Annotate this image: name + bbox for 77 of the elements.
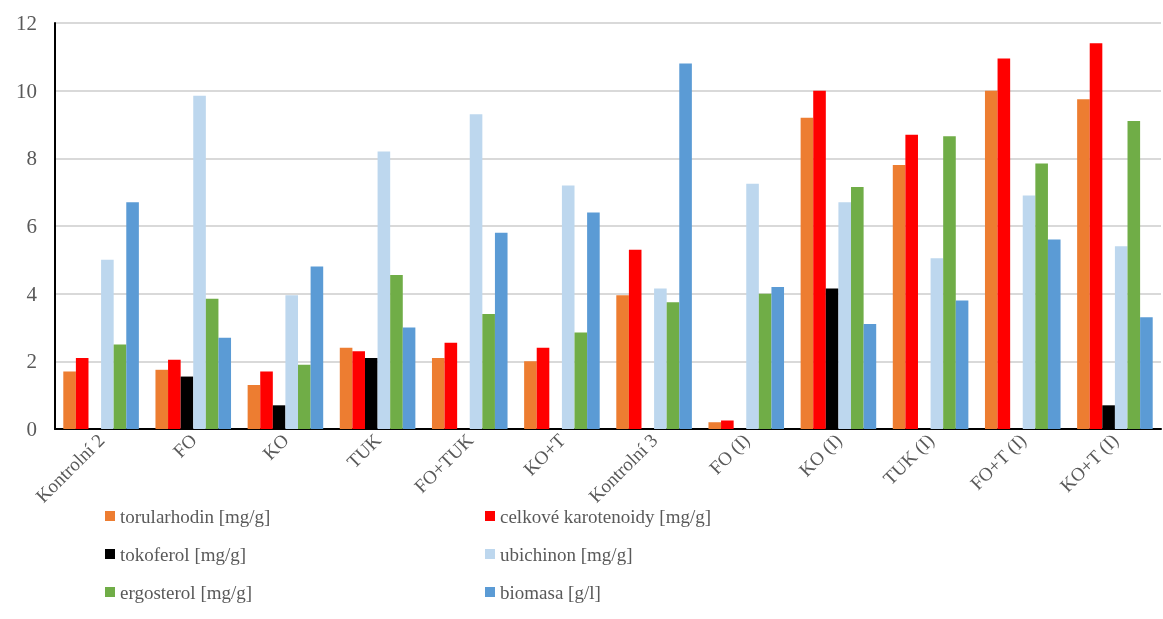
bar <box>285 295 299 429</box>
bar <box>1127 121 1141 429</box>
bar <box>352 351 365 429</box>
bar <box>943 136 956 429</box>
bar <box>666 302 680 429</box>
legend-label: ubichinon [mg/g] <box>500 543 633 565</box>
legend-label: biomasa [g/l] <box>500 581 601 603</box>
bar <box>1077 99 1090 429</box>
bar <box>721 420 734 429</box>
y-tick-label: 0 <box>26 417 37 441</box>
bar <box>758 293 772 429</box>
bar <box>1114 246 1128 429</box>
bar <box>205 298 219 429</box>
bar <box>746 183 759 429</box>
bar <box>708 422 722 429</box>
bar <box>482 313 495 429</box>
bar <box>298 364 311 429</box>
bar <box>536 347 550 429</box>
x-tick-label: KO <box>258 429 293 464</box>
legend-label: tokoferol [mg/g] <box>120 543 247 565</box>
legend-label: torularhodin [mg/g] <box>120 505 271 527</box>
bar <box>1022 195 1036 429</box>
y-tick-label: 2 <box>26 349 37 374</box>
bar <box>813 90 826 429</box>
y-tick-label: 8 <box>26 146 37 171</box>
bar <box>1047 239 1061 429</box>
bar <box>654 288 667 429</box>
bar <box>997 58 1011 429</box>
x-tick-label: FO (I) <box>704 429 755 480</box>
bar <box>444 342 458 429</box>
bar <box>1089 43 1103 429</box>
bar <box>113 344 127 429</box>
bar <box>168 359 181 429</box>
bar <box>247 385 261 429</box>
bar <box>800 117 814 429</box>
bar <box>574 332 588 429</box>
bar <box>628 249 642 429</box>
x-tick-label: FO <box>168 429 201 462</box>
bar <box>587 212 600 429</box>
bar <box>193 95 206 429</box>
bar <box>905 134 918 429</box>
bar <box>494 232 508 429</box>
y-tick-label: 6 <box>26 214 37 238</box>
x-tick-label: KO (I) <box>794 429 847 482</box>
bar <box>863 324 877 429</box>
y-tick-label: 10 <box>16 78 37 103</box>
bar <box>1035 163 1048 429</box>
bar <box>955 300 969 429</box>
bar <box>984 90 998 429</box>
bar <box>377 151 391 429</box>
bar <box>469 114 483 429</box>
bar <box>218 337 232 429</box>
bar <box>679 63 692 429</box>
bar <box>771 286 785 429</box>
bar <box>402 327 416 429</box>
bar <box>892 165 906 429</box>
bar <box>838 202 852 429</box>
y-tick-label: 4 <box>26 281 38 306</box>
bar <box>101 259 114 429</box>
bar <box>126 202 139 429</box>
bar <box>63 371 76 429</box>
bar <box>431 357 445 429</box>
bar <box>524 361 537 429</box>
bar <box>155 369 169 429</box>
legend-label: ergosterol [mg/g] <box>120 581 253 603</box>
bar <box>851 187 864 429</box>
y-tick-label: 12 <box>16 11 37 35</box>
bar <box>310 266 324 429</box>
bar <box>260 371 273 429</box>
bar <box>1140 317 1153 429</box>
bar <box>75 357 89 429</box>
legend-label: celkové karotenoidy [mg/g] <box>500 505 712 527</box>
bar <box>339 347 353 429</box>
bar <box>390 275 403 429</box>
bar <box>930 258 944 429</box>
bar <box>616 295 629 429</box>
bar <box>561 185 575 429</box>
